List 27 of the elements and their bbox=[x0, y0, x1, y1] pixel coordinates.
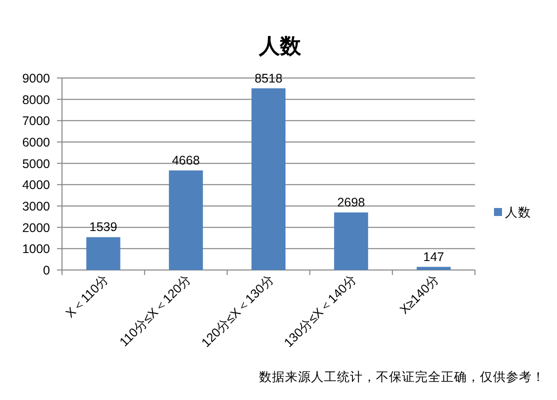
bar bbox=[252, 88, 286, 270]
y-tick-label: 1000 bbox=[22, 242, 50, 256]
legend-label: 人数 bbox=[505, 206, 531, 220]
y-tick-label: 8000 bbox=[22, 92, 50, 107]
bar bbox=[334, 212, 368, 270]
x-tick-label: 110分≤X＜120分 bbox=[116, 272, 194, 350]
chart-title: 人数 bbox=[258, 35, 302, 58]
data-label: 2698 bbox=[337, 195, 366, 210]
x-tick-label: 130分≤X＜140分 bbox=[281, 272, 360, 350]
y-tick-label: 3000 bbox=[22, 200, 50, 214]
y-tick-label: 4000 bbox=[22, 178, 50, 192]
y-tick-label: 5000 bbox=[22, 156, 50, 171]
data-label: 4668 bbox=[172, 153, 200, 168]
y-tick-label: 9000 bbox=[22, 72, 50, 86]
x-tick-label: X＜110分 bbox=[63, 272, 112, 320]
data-label: 1539 bbox=[89, 220, 118, 234]
bar bbox=[168, 170, 203, 270]
data-label: 8518 bbox=[254, 71, 282, 86]
text: 数据来源人工统计，不保证完全正确，仅供参考！ bbox=[259, 369, 545, 384]
data-label: 147 bbox=[423, 250, 444, 264]
bar bbox=[86, 237, 120, 270]
x-tick-label: 120分≤X＜130分 bbox=[198, 272, 277, 350]
y-tick-label: 6000 bbox=[22, 136, 50, 150]
y-tick-label: 0 bbox=[43, 264, 50, 278]
bar bbox=[416, 266, 451, 270]
y-tick-label: 2000 bbox=[22, 220, 50, 235]
y-tick-label: 7000 bbox=[22, 114, 50, 128]
